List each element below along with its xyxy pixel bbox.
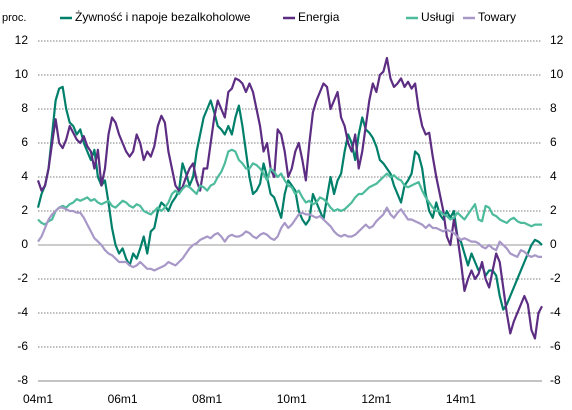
y-tick-label: 4 xyxy=(21,169,28,183)
legend-label: Energia xyxy=(298,10,340,24)
y2-tick-label: 8 xyxy=(550,101,557,115)
x-tick-label: 12m1 xyxy=(361,392,391,406)
legend-label: Towary xyxy=(478,10,516,24)
y2-tick-label: 6 xyxy=(550,135,557,149)
x-tick-label: 14m1 xyxy=(446,392,476,406)
y2-tick-label: -4 xyxy=(550,305,561,319)
y2-tick-label: -2 xyxy=(550,271,561,285)
y2-tick-label: -6 xyxy=(550,339,561,353)
x-tick-label: 04m1 xyxy=(23,392,53,406)
x-tick-label: 06m1 xyxy=(108,392,138,406)
y2-tick-label: -8 xyxy=(550,373,561,387)
y2-tick-label: 0 xyxy=(550,237,557,251)
y-axis-label: proc. xyxy=(2,12,26,24)
series-line xyxy=(37,206,542,272)
y-tick-label: 0 xyxy=(21,237,28,251)
x-tick-label: 10m1 xyxy=(277,392,307,406)
legend-label: Usługi xyxy=(421,10,454,24)
y-tick-label: -4 xyxy=(17,305,28,319)
legend-label: Żywność i napoje bezalkoholowe xyxy=(75,10,251,24)
series-line xyxy=(36,56,543,340)
series-line xyxy=(37,148,542,228)
y-tick-label: -8 xyxy=(17,373,28,387)
x-tick-label: 08m1 xyxy=(192,392,222,406)
y-tick-label: -6 xyxy=(17,339,28,353)
y2-tick-label: 4 xyxy=(550,169,557,183)
y2-tick-label: 12 xyxy=(550,33,564,47)
y-tick-label: 12 xyxy=(15,33,29,47)
y-tick-label: 6 xyxy=(21,135,28,149)
y2-tick-label: 10 xyxy=(550,67,564,81)
y-tick-label: 8 xyxy=(21,101,28,115)
y-tick-label: 10 xyxy=(15,67,29,81)
y-tick-label: 2 xyxy=(21,203,28,217)
y2-tick-label: 2 xyxy=(550,203,557,217)
y-tick-label: -2 xyxy=(17,271,28,285)
